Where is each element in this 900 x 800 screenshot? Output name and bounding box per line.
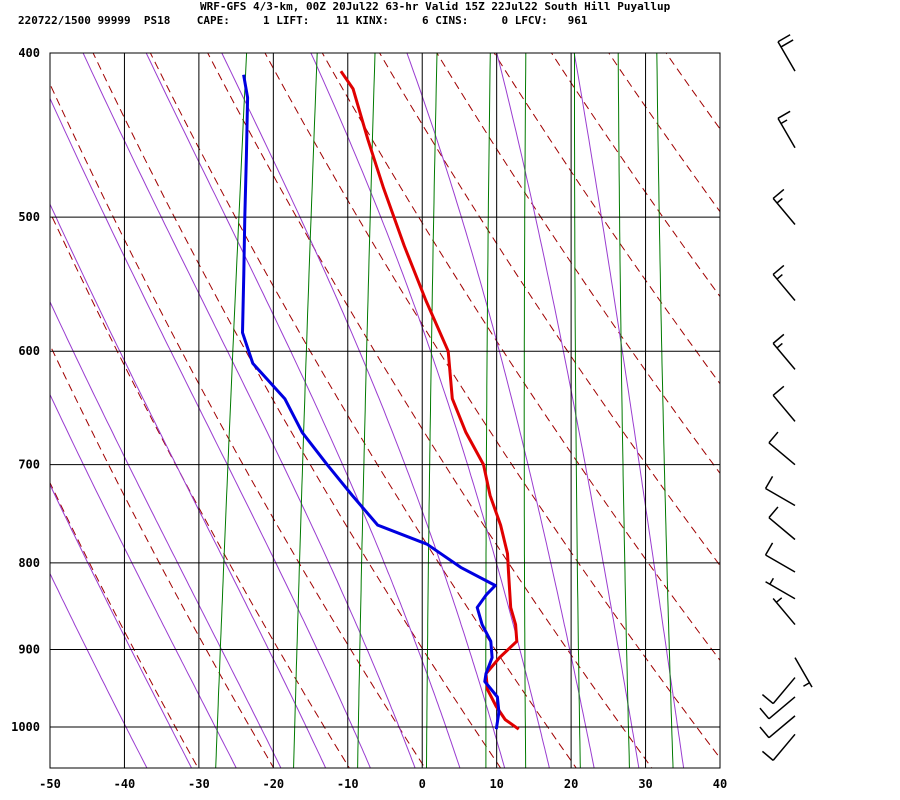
mixing-ratio-line [293, 53, 318, 768]
temperature-tick-label: 10 [489, 777, 503, 791]
dry-adiabat [493, 53, 720, 385]
wind-barbs [759, 34, 813, 761]
dry-adiabat [321, 53, 720, 662]
mixing-ratio-line [426, 53, 438, 768]
wind-barb [761, 733, 796, 761]
temperature-tick-label: -20 [262, 777, 284, 791]
chart-title: WRF-GFS 4/3-km, 00Z 20Jul22 63-hr Valid … [200, 0, 671, 13]
dry-adiabat [809, 15, 900, 770]
moist-adiabat [82, 53, 416, 768]
wind-barb [759, 696, 796, 720]
profiles [241, 70, 520, 731]
wind-barb [768, 506, 796, 541]
dry-adiabat [608, 53, 720, 213]
pressure-tick-label: 500 [18, 210, 40, 224]
dry-adiabat [50, 211, 350, 768]
moist-adiabat [50, 483, 193, 768]
moist-adiabat [145, 53, 461, 768]
wind-barb [777, 34, 796, 72]
dry-adiabat [665, 53, 720, 130]
plot-frame [49, 52, 721, 769]
wind-barb [772, 597, 796, 626]
mixing-ratio-line [485, 53, 491, 768]
mixing-ratio-line [523, 53, 527, 768]
pressure-tick-label: 800 [18, 556, 40, 570]
temperature-profile [339, 70, 520, 731]
temperature-tick-label: 0 [419, 777, 426, 791]
pressure-tick-label: 600 [18, 344, 40, 358]
pressure-tick-label: 700 [18, 458, 40, 472]
sounding-indices: 220722/1500 99999 PS18 CAPE: 1 LIFT: 11 … [18, 14, 588, 27]
dry-adiabat [866, 15, 900, 770]
wind-barb [761, 677, 796, 705]
background-lines [50, 15, 900, 770]
moist-adiabat [50, 393, 237, 768]
dry-adiabat [550, 53, 720, 298]
moist-adiabat [50, 203, 327, 768]
wind-barb [765, 577, 796, 600]
pressure-tick-label: 900 [18, 642, 40, 656]
wind-barb [759, 715, 796, 739]
dry-adiabat [753, 15, 900, 770]
moist-adiabat [50, 97, 371, 768]
mixing-ratio-line [656, 53, 674, 768]
dry-adiabat [50, 343, 275, 768]
temperature-tick-label: 40 [713, 777, 727, 791]
wind-barb [764, 476, 796, 507]
moist-adiabat [50, 572, 148, 768]
wind-barb [772, 264, 796, 301]
dry-adiabat [264, 53, 720, 759]
moist-adiabat [406, 53, 595, 768]
dry-adiabat [207, 53, 653, 768]
temperature-tick-label: 30 [638, 777, 652, 791]
temperature-tick-label: -10 [337, 777, 359, 791]
wind-barb [772, 333, 796, 370]
pressure-tick-label: 1000 [11, 720, 40, 734]
dry-adiabat [149, 53, 577, 768]
wind-barb [772, 385, 796, 422]
temperature-tick-label: -50 [39, 777, 61, 791]
mixing-ratio-line [574, 53, 581, 768]
wind-barb [764, 542, 796, 573]
mixing-ratio-line [617, 53, 630, 768]
wind-barb [772, 188, 796, 225]
dry-adiabat [379, 53, 720, 567]
pressure-tick-label: 400 [18, 46, 40, 60]
temperature-axis: -50 -40 -30 -20 -10 0 10 20 30 40 [39, 777, 727, 791]
dry-adiabat [92, 53, 502, 768]
temperature-tick-label: 20 [564, 777, 578, 791]
dry-adiabat [50, 481, 199, 768]
pressure-axis: 400 500 600 700 800 900 1000 [11, 46, 40, 734]
moist-adiabat [50, 300, 282, 768]
dewpoint-profile [241, 74, 501, 730]
dry-adiabat [436, 53, 720, 475]
moist-adiabat [221, 53, 506, 768]
moist-adiabat [496, 53, 640, 768]
temperature-tick-label: -30 [188, 777, 210, 791]
mixing-ratio-line [357, 53, 376, 768]
dry-adiabat [697, 15, 900, 770]
temperature-tick-label: -40 [114, 777, 136, 791]
wind-barb [794, 657, 813, 688]
moist-adiabat [573, 53, 685, 768]
wind-barb [777, 110, 796, 149]
dry-adiabat [50, 82, 426, 768]
moist-adiabat [310, 53, 550, 768]
mixing-ratio-line [215, 53, 248, 768]
wind-barb [768, 431, 796, 466]
